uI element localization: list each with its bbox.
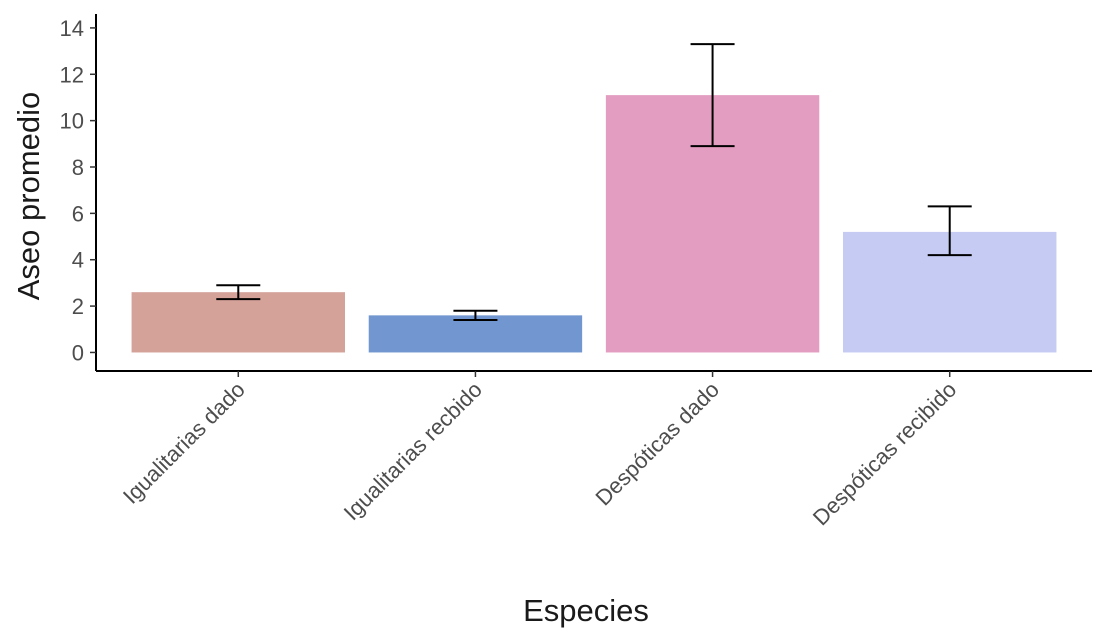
x-tick-label: Despóticas dado	[591, 377, 725, 511]
error-bars-layer	[216, 43, 972, 321]
x-tick-label: Igualitarias recbido	[339, 377, 487, 525]
y-axis-title: Aseo promedio	[11, 92, 46, 301]
y-tick-label: 10	[60, 109, 84, 134]
x-axis-title: Especies	[523, 593, 649, 628]
bar	[131, 292, 345, 353]
y-tick-label: 14	[60, 16, 84, 41]
y-tick-label: 12	[60, 62, 84, 87]
y-tick-label: 4	[72, 248, 84, 273]
y-tick-label: 8	[72, 155, 84, 180]
ticks-layer: 0 2 4 6 8 10 12 14 Igualitarias dado Igualitarias…	[60, 16, 962, 530]
error-bar	[453, 309, 498, 321]
y-tick-label: 2	[72, 294, 84, 319]
error-bar	[927, 205, 972, 257]
bar	[368, 315, 583, 353]
bars-layer	[131, 95, 1057, 353]
error-bar	[216, 284, 261, 301]
x-tick-label: Despóticas recibido	[808, 377, 961, 530]
axes-layer	[95, 14, 1092, 372]
y-tick-label: 0	[72, 340, 84, 365]
y-tick-label: 6	[72, 201, 84, 226]
error-bar	[690, 43, 735, 148]
x-tick-label: Igualitarias dado	[118, 377, 250, 509]
